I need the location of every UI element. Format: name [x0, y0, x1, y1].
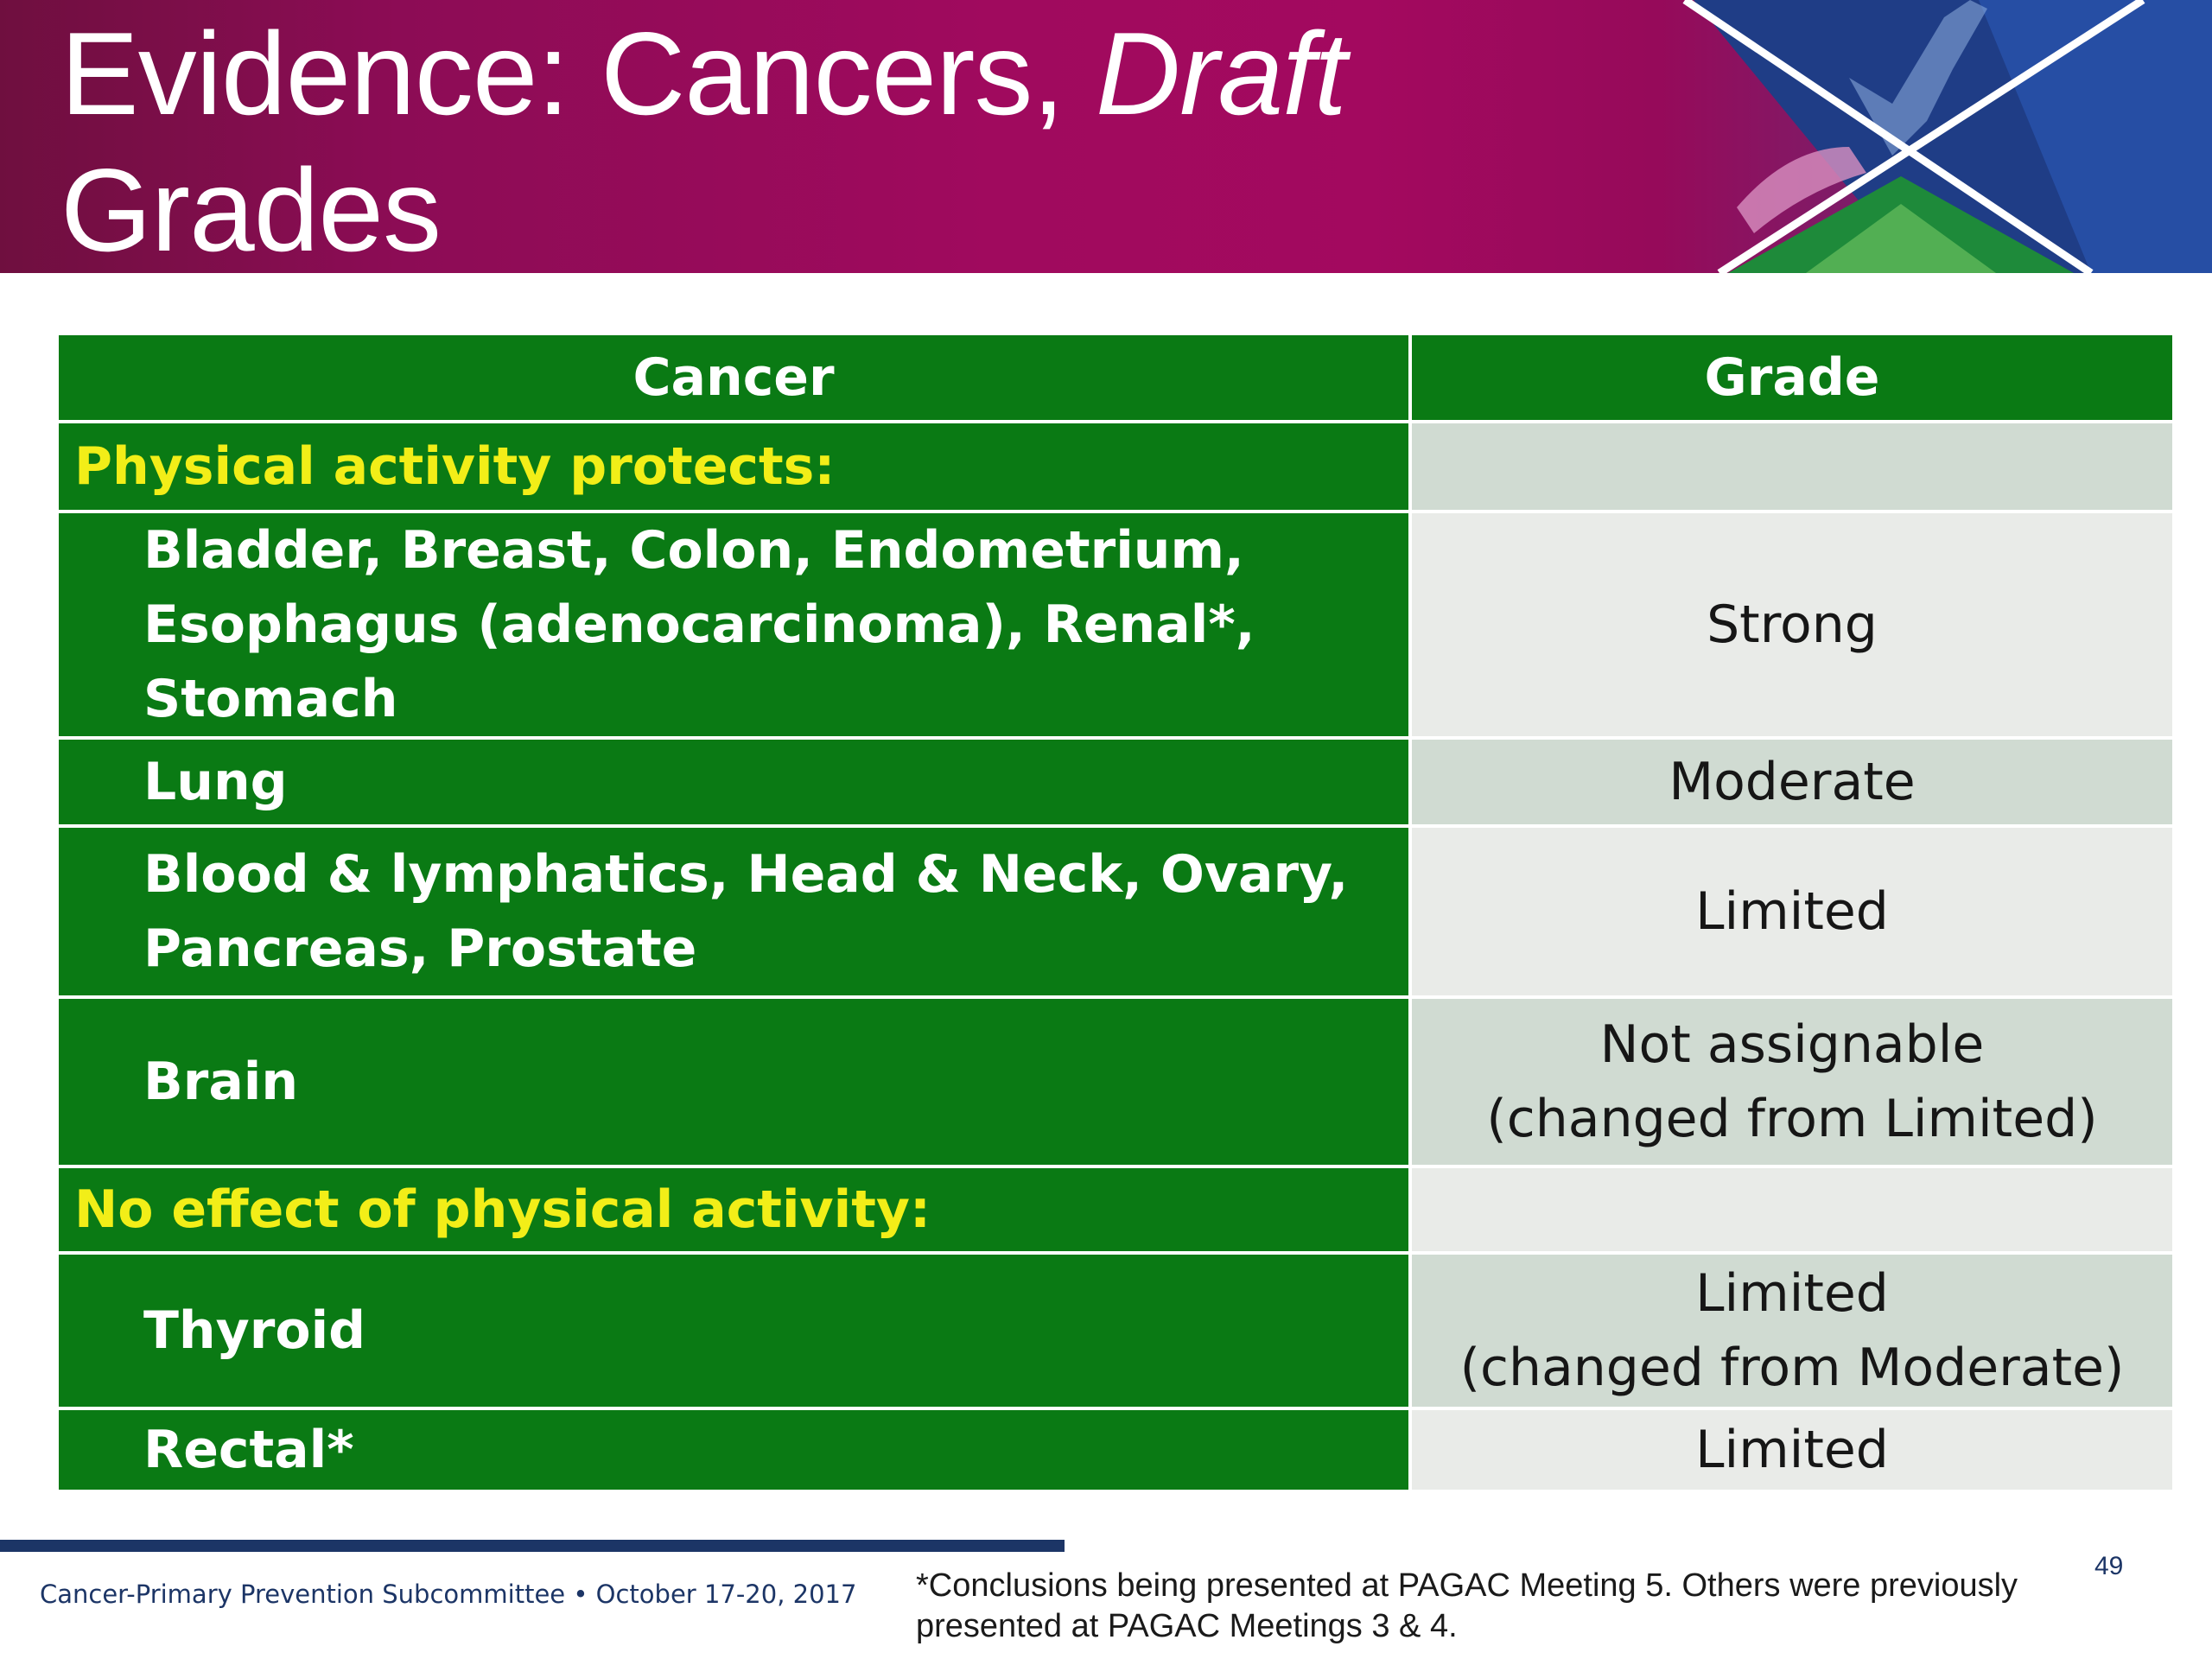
cancer-cell: Bladder, Breast, Colon, Endometrium, Eso… — [55, 510, 1412, 740]
table-row: No effect of physical activity: — [55, 1165, 2176, 1255]
grade-cell: Limited — [1408, 1407, 2176, 1493]
grade-cell: Moderate — [1408, 736, 2176, 828]
cancer-cell: Blood & lymphatics, Head & Neck, Ovary, … — [55, 824, 1412, 999]
cancer-cell: Thyroid — [55, 1251, 1412, 1410]
table-row: Thyroid Limited (changed from Moderate) — [55, 1251, 2176, 1410]
page-number: 49 — [2094, 1552, 2124, 1580]
cancer-cell: Brain — [55, 995, 1412, 1168]
table-row: Rectal* Limited — [55, 1407, 2176, 1493]
footer-subcommittee-date: Cancer-Primary Prevention Subcommittee •… — [40, 1580, 857, 1609]
title-line-1: Evidence: Cancers, — [60, 8, 1096, 139]
grade-change-note: (changed from Moderate) — [1459, 1338, 2125, 1398]
table-row: Lung Moderate — [55, 736, 2176, 828]
cancer-cell: Lung — [55, 736, 1412, 828]
footnote: *Conclusions being presented at PAGAC Me… — [916, 1567, 2018, 1644]
title-line-2: Grades — [60, 144, 442, 273]
grade-value: Limited — [1695, 1263, 1889, 1324]
title-banner: Evidence: Cancers, Draft Grades — [0, 0, 2212, 273]
grade-change-note: (changed from Limited) — [1486, 1089, 2098, 1149]
grade-cell: Limited — [1408, 824, 2176, 999]
grade-cell: Strong — [1408, 510, 2176, 740]
table-header-row: Cancer Grade — [55, 332, 2176, 423]
section-label-protects: Physical activity protects: — [55, 420, 1412, 513]
table-row: Brain Not assignable (changed from Limit… — [55, 995, 2176, 1168]
cancer-cell: Rectal* — [55, 1407, 1412, 1493]
grade-cell: Not assignable (changed from Limited) — [1408, 995, 2176, 1168]
title-emphasis: Draft — [1096, 8, 1347, 139]
grade-cell: Limited (changed from Moderate) — [1408, 1251, 2176, 1410]
slide-title: Evidence: Cancers, Draft Grades — [60, 5, 1347, 273]
logo-graphic — [1682, 0, 2212, 273]
table-row: Bladder, Breast, Colon, Endometrium, Eso… — [55, 510, 2176, 740]
table-row: Physical activity protects: — [55, 420, 2176, 513]
grade-cell-empty — [1408, 420, 2176, 513]
table-row: Blood & lymphatics, Head & Neck, Ovary, … — [55, 824, 2176, 999]
column-header-cancer: Cancer — [55, 332, 1412, 423]
grade-cell-empty — [1408, 1165, 2176, 1255]
cancer-grades-table: Cancer Grade Physical activity protects:… — [55, 332, 2176, 1493]
section-label-no-effect: No effect of physical activity: — [55, 1165, 1412, 1255]
column-header-grade: Grade — [1408, 332, 2176, 423]
grade-value: Not assignable — [1599, 1014, 1985, 1075]
footer-divider — [0, 1540, 1065, 1552]
